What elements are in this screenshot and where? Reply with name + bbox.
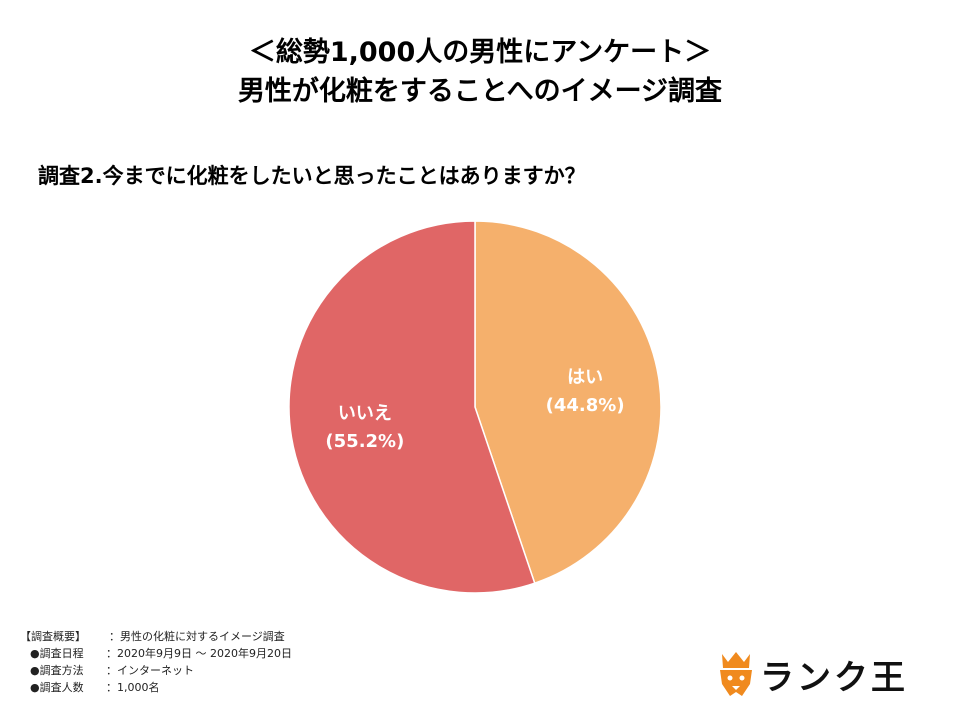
summary-key-date: ●調査日程 xyxy=(30,647,84,660)
brand-logo: ランク王 xyxy=(716,648,916,700)
chart-title-line2: 男性が化粧をすることへのイメージ調査 xyxy=(237,76,723,107)
summary-value-date: ：2020年9月9日 〜 2020年9月20日 xyxy=(106,647,292,660)
summary-key-method: ●調査方法 xyxy=(30,664,84,677)
pie-slice-0 xyxy=(474,220,662,585)
slice-percent-0: (44.8%) xyxy=(546,395,625,416)
summary-row-count: ●調査人数 ：1,000名 xyxy=(20,679,292,696)
survey-summary: 【調査概要】 ：男性の化粧に対するイメージ調査 ●調査日程 ：2020年9月9日 〜… xyxy=(20,628,292,696)
slice-label-1: いいえ xyxy=(338,403,392,424)
pie-slice-1 xyxy=(288,220,536,594)
summary-row-method: ●調査方法 ：インターネット xyxy=(20,662,292,679)
summary-header-value: ：男性の化粧に対するイメージ調査 xyxy=(109,630,285,643)
summary-key-count: ●調査人数 xyxy=(30,681,84,694)
brand-logo-text: ランク王 xyxy=(760,658,908,698)
summary-row-date: ●調査日程 ：2020年9月9日 〜 2020年9月20日 xyxy=(20,645,292,662)
summary-header-key: 【調査概要】 xyxy=(20,630,86,643)
crowned-lion-icon xyxy=(720,652,752,696)
chart-title-line1: ＜総勢1,000人の男性にアンケート＞ xyxy=(248,37,712,68)
slice-label-0: はい xyxy=(567,367,603,388)
summary-value-count: ：1,000名 xyxy=(106,681,160,694)
slice-percent-1: (55.2%) xyxy=(325,431,404,452)
summary-value-method: ：インターネット xyxy=(106,664,194,677)
question-text: 調査2.今までに化粧をしたいと思ったことはありますか？ xyxy=(38,164,586,188)
summary-header: 【調査概要】 ：男性の化粧に対するイメージ調査 xyxy=(20,628,292,645)
